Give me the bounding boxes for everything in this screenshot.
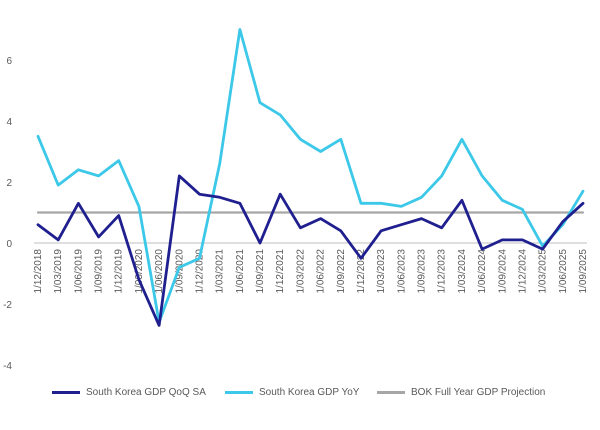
- x-tick-label: 1/12/2020: [194, 249, 205, 294]
- legend-swatch-yoy: [225, 390, 253, 394]
- x-tick-label: 1/06/2021: [235, 249, 246, 294]
- x-tick-label: 1/12/2021: [275, 249, 286, 294]
- series-line-qoq: [36, 174, 585, 327]
- x-tick-label: 1/12/2024: [517, 249, 528, 294]
- chart-legend: South Korea GDP QoQ SA South Korea GDP Y…: [0, 382, 600, 402]
- legend-label-yoy: South Korea GDP YoY: [259, 386, 360, 398]
- y-tick-label: 0: [6, 239, 12, 250]
- x-tick-label: 1/03/2023: [376, 249, 387, 294]
- x-tick-label: 1/06/2024: [477, 249, 488, 294]
- x-tick-label: 1/12/2023: [437, 249, 448, 294]
- x-axis-ticks: 1/12/2018 1/03/2019 1/06/2019 1/09/2019 1/12…: [33, 249, 589, 294]
- series-lines: [36, 28, 585, 327]
- x-tick-label: 1/03/2022: [295, 249, 306, 294]
- x-tick-label: 1/06/2019: [73, 249, 84, 294]
- legend-swatch-bok: [377, 390, 405, 394]
- y-tick-label: -4: [3, 361, 12, 372]
- x-tick-label: 1/09/2020: [174, 249, 185, 294]
- x-tick-label: 1/09/2022: [336, 249, 347, 294]
- y-tick-label: 4: [6, 117, 12, 128]
- x-tick-label: 1/03/2020: [134, 249, 145, 294]
- legend-item-yoy: South Korea GDP YoY: [225, 382, 359, 402]
- x-tick-label: 1/03/2025: [538, 249, 549, 294]
- x-tick-label: 1/03/2019: [53, 249, 64, 294]
- x-tick-label: 1/03/2024: [457, 249, 468, 294]
- x-tick-label: 1/09/2025: [578, 249, 589, 294]
- x-tick-label: 1/06/2022: [316, 249, 327, 294]
- legend-label-qoq: South Korea GDP QoQ SA: [86, 386, 206, 398]
- x-tick-label: 1/03/2021: [215, 249, 226, 294]
- x-tick-label: 1/12/2022: [356, 249, 367, 294]
- y-tick-label: 2: [6, 178, 12, 189]
- x-tick-label: 1/06/2023: [396, 249, 407, 294]
- x-tick-label: 1/09/2023: [417, 249, 428, 294]
- x-tick-label: 1/09/2021: [255, 249, 266, 294]
- x-tick-label: 1/09/2019: [94, 249, 105, 294]
- legend-item-bok: BOK Full Year GDP Projection: [377, 382, 545, 402]
- x-tick-label: 1/12/2018: [33, 249, 44, 294]
- y-axis-ticks: -4 -2 0 2 4 6: [3, 56, 12, 372]
- y-tick-label: -2: [3, 300, 12, 311]
- legend-swatch-qoq: [52, 390, 80, 394]
- x-tick-label: 1/06/2020: [154, 249, 165, 294]
- x-tick-label: 1/09/2024: [497, 249, 508, 294]
- x-tick-label: 1/06/2025: [558, 249, 569, 294]
- series-line-yoy: [36, 28, 585, 324]
- y-tick-label: 6: [6, 56, 12, 67]
- legend-label-bok: BOK Full Year GDP Projection: [411, 386, 546, 398]
- legend-item-qoq: South Korea GDP QoQ SA: [52, 382, 206, 402]
- x-tick-label: 1/12/2019: [114, 249, 125, 294]
